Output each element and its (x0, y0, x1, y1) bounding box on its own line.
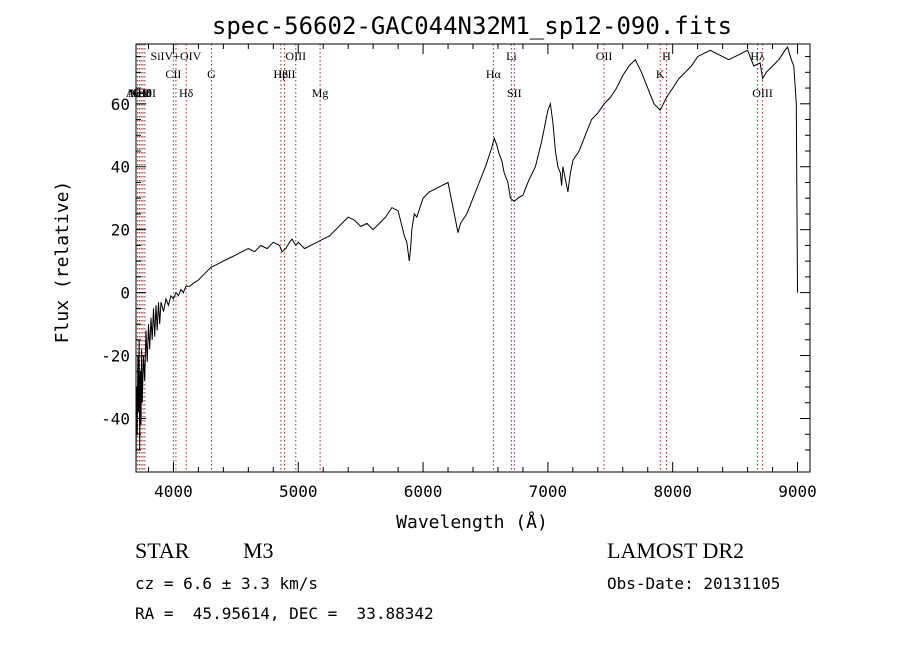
marker-label-15: SII (507, 86, 522, 100)
y-tick-label-4: 40 (111, 158, 130, 177)
y-tick-label-1: -20 (101, 347, 130, 366)
marker-label-14: Hα (486, 67, 502, 81)
y-tick-label-5: 60 (111, 95, 130, 114)
marker-label-9: OIII (285, 49, 306, 63)
y-tick-label-2: 0 (120, 284, 130, 303)
object-class: M3 (243, 538, 274, 563)
survey-name: LAMOST DR2 (607, 538, 745, 563)
marker-label-7: Hδ (179, 86, 194, 100)
marker-label-19: Hλ (750, 49, 765, 63)
y-axis-ticks: -40 -20 0 20 40 60 (101, 56, 810, 451)
redshift-cz: cz = 6.6 ± 3.3 km/s (135, 574, 319, 593)
marker-label-13: Li (506, 49, 517, 63)
x-tick-label-0: 4000 (154, 482, 193, 501)
marker-label-11: HeII (274, 67, 296, 81)
marker-label-12: Mg (312, 86, 329, 100)
marker-label-18: H (662, 49, 671, 63)
x-tick-label-5: 9000 (778, 482, 817, 501)
x-axis-ticks: 4000 5000 6000 7000 8000 9000 (147, 44, 817, 501)
x-tick-label-1: 5000 (279, 482, 318, 501)
observation-date: Obs-Date: 20131105 (607, 574, 781, 593)
marker-label-17: K (656, 67, 665, 81)
spectral-line-markers: AlIIINeVOIINeIIIHθSiIV+OIVCIIHδGOIIIHβHe… (126, 44, 773, 472)
plot-frame (135, 43, 811, 473)
marker-label-6: CII (165, 67, 181, 81)
spectrum-line (135, 46, 798, 473)
x-tick-label-3: 7000 (529, 482, 568, 501)
chart-title: spec-56602-GAC044N32M1_sp12-090.fits (212, 12, 732, 40)
x-tick-label-2: 6000 (404, 482, 443, 501)
marker-label-4: Hθ (138, 86, 153, 100)
marker-label-0: AlIII (126, 86, 150, 100)
marker-label-5: SiIV+OIV (151, 49, 202, 63)
x-tick-label-4: 8000 (653, 482, 692, 501)
y-tick-label-3: 20 (111, 221, 130, 240)
object-type: STAR (135, 538, 190, 563)
marker-label-8: G (207, 67, 216, 81)
marker-label-20: OIII (752, 86, 773, 100)
x-axis-label: Wavelength (Å) (396, 511, 548, 533)
marker-label-16: OII (596, 49, 613, 63)
y-axis-label: Flux (relative) (52, 181, 73, 344)
y-tick-label-0: -40 (101, 410, 130, 429)
ra-dec-coordinates: RA = 45.95614, DEC = 33.88342 (135, 604, 434, 623)
